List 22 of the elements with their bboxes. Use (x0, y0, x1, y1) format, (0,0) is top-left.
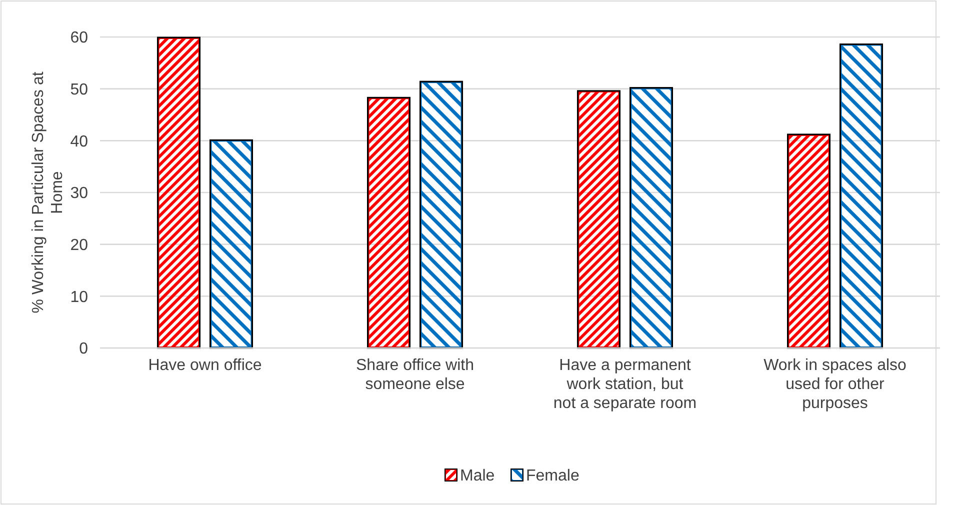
y-tick-label: 40 (70, 133, 88, 150)
x-tick-label: Share office with someone else (356, 357, 474, 393)
x-tick-label: Have a permanent work station, but not a separate room (553, 357, 697, 412)
y-tick-label: 0 (79, 340, 88, 358)
bar (157, 36, 200, 349)
legend-label: Male (460, 468, 495, 485)
bar (630, 87, 673, 349)
bar (787, 134, 830, 349)
y-tick-label: 60 (70, 30, 88, 47)
bar (840, 44, 883, 349)
x-tick-label: Have own office (148, 357, 262, 374)
y-tick-label: 20 (70, 236, 88, 254)
bar (367, 96, 410, 349)
y-axis-title: % Working in Particular Spaces at Home (30, 71, 66, 314)
bar (420, 80, 463, 349)
y-tick-label: 10 (70, 288, 88, 306)
y-tick-label: 30 (70, 185, 88, 202)
bar (210, 139, 253, 349)
bar (577, 90, 620, 349)
legend-label: Female (526, 468, 580, 485)
y-tick-label: 50 (70, 81, 88, 98)
x-tick-label: Work in spaces also used for other purposes (764, 357, 907, 412)
